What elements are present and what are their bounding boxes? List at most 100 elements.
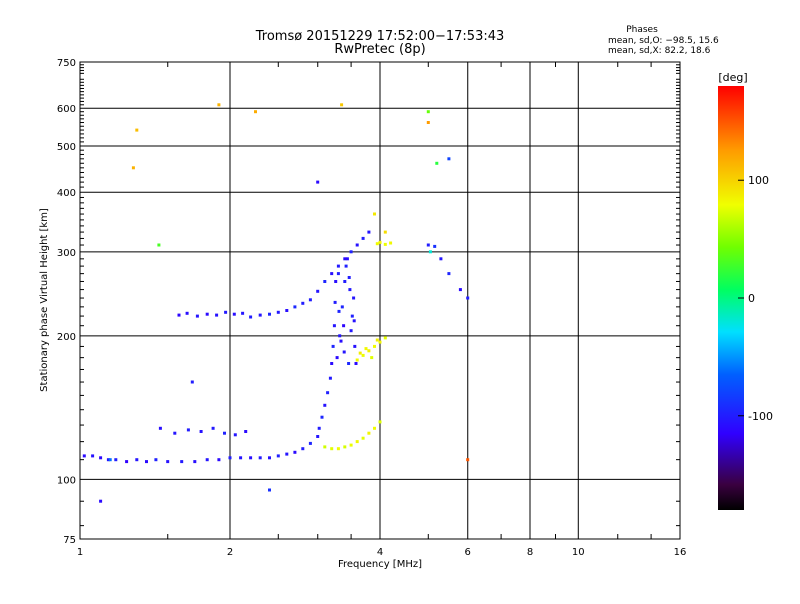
chart-title: Tromsø 20151229 17:52:00−17:53:43 <box>255 29 505 44</box>
data-point <box>328 376 332 380</box>
data-point <box>332 324 336 328</box>
data-point <box>276 454 280 458</box>
data-point <box>373 344 376 348</box>
colorbar-tick-label: 0 <box>748 292 755 305</box>
data-point <box>373 426 376 430</box>
data-point <box>180 460 184 464</box>
data-point <box>323 280 327 283</box>
data-point <box>466 458 470 462</box>
data-point <box>378 240 382 244</box>
data-point <box>373 212 376 216</box>
data-point <box>331 344 335 348</box>
data-point <box>378 420 382 424</box>
data-point <box>426 121 430 124</box>
y-tick-label: 200 <box>57 332 76 343</box>
data-point <box>199 430 203 433</box>
data-point <box>241 311 245 315</box>
data-point <box>330 272 334 276</box>
data-point <box>308 298 312 302</box>
data-point <box>125 460 129 464</box>
phases-mean-x: mean, sd,X: 82.2, 18.6 <box>608 46 711 56</box>
data-point <box>347 276 351 279</box>
data-point <box>254 110 257 114</box>
data-point <box>82 454 86 458</box>
data-point <box>458 288 462 292</box>
data-point <box>336 272 340 276</box>
data-point <box>426 110 430 114</box>
data-point <box>354 362 358 365</box>
y-tick-label: 75 <box>63 535 76 546</box>
data-point <box>349 250 353 254</box>
data-point <box>353 344 357 348</box>
data-point <box>358 351 362 355</box>
x-axis-ticks: 1 2 4 6 8 10 16 <box>77 547 687 558</box>
data-point <box>375 242 379 246</box>
data-point <box>249 456 253 460</box>
data-point <box>157 243 161 247</box>
data-point <box>389 241 393 245</box>
y-tick-label: 100 <box>57 475 76 486</box>
data-point <box>343 257 347 261</box>
data-point <box>439 257 443 261</box>
data-point <box>375 338 379 342</box>
data-point <box>224 310 228 314</box>
data-point <box>158 426 162 430</box>
data-point <box>293 450 297 454</box>
x-tick-label: 8 <box>527 547 533 558</box>
y-tick-label: 300 <box>57 248 76 259</box>
data-point <box>433 244 437 248</box>
data-point <box>333 300 337 304</box>
y-tick-label: 600 <box>57 104 76 115</box>
data-point <box>108 458 112 462</box>
data-point <box>249 315 253 319</box>
data-point <box>205 458 209 462</box>
data-point <box>364 347 368 351</box>
data-point <box>355 358 359 362</box>
x-tick-label: 16 <box>674 547 687 558</box>
x-tick-label: 6 <box>465 547 471 558</box>
data-point <box>361 436 365 440</box>
data-point <box>217 458 221 462</box>
data-point <box>355 440 359 444</box>
data-point <box>131 166 135 170</box>
y-tick-label: 400 <box>57 188 76 199</box>
data-point <box>338 334 342 338</box>
data-point <box>350 314 354 318</box>
data-point <box>336 447 340 451</box>
x-tick-label: 4 <box>377 547 383 558</box>
data-point <box>99 456 103 460</box>
data-point <box>244 430 248 433</box>
data-point <box>285 452 289 456</box>
data-point <box>258 313 262 317</box>
data-point <box>258 456 262 460</box>
x-tick-label: 2 <box>227 547 233 558</box>
data-point <box>367 230 371 234</box>
data-point <box>232 312 236 316</box>
data-point <box>466 296 470 300</box>
data-point <box>349 329 353 333</box>
data-point <box>326 391 330 395</box>
data-point <box>339 339 343 343</box>
data-point <box>135 458 139 462</box>
data-point <box>215 313 219 317</box>
data-point <box>335 356 339 360</box>
data-point <box>367 349 371 353</box>
data-point <box>285 309 289 312</box>
data-point <box>205 312 209 316</box>
data-point <box>223 431 226 435</box>
data-point <box>99 499 103 503</box>
data-point <box>233 433 237 437</box>
data-point <box>336 264 340 268</box>
phases-heading: Phases <box>626 25 658 35</box>
data-point <box>211 426 215 430</box>
data-point <box>301 447 305 451</box>
data-point <box>334 280 338 283</box>
data-point <box>106 458 110 462</box>
data-point <box>340 103 344 107</box>
data-point <box>268 312 271 316</box>
data-point <box>293 305 297 309</box>
data-point <box>323 403 327 407</box>
data-point <box>330 447 334 451</box>
data-point <box>268 488 271 492</box>
data-point <box>316 289 320 293</box>
